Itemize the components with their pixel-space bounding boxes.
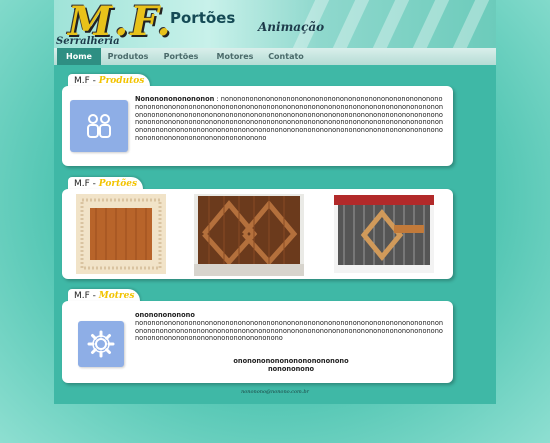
banner-animation-label: Animação (258, 20, 325, 34)
banner-title: Portões (170, 9, 236, 27)
main-nav: Home Produtos Portões Motores Contato (54, 48, 496, 65)
gear-icon (78, 321, 124, 367)
nav-contato[interactable]: Contato (268, 52, 304, 61)
footer-email[interactable]: nononono@nonono.com.br (241, 389, 309, 395)
page-container: M.F. Serralheria Portões Animação Home P… (54, 0, 496, 404)
tab-prefix: M.F (74, 76, 90, 86)
motores-center-text: onononononononononononono nonononono (233, 357, 349, 373)
motores-lead: onononononono (135, 311, 195, 319)
gate-image-3[interactable] (334, 195, 434, 273)
gate-image-2[interactable] (194, 194, 304, 276)
tab-produtos: M.F - Produtos (68, 74, 151, 88)
nav-motores[interactable]: Motores (216, 52, 254, 61)
nav-produtos[interactable]: Produtos (107, 52, 149, 61)
produtos-text: Nonononononononon : nononononononononono… (135, 95, 445, 143)
tab-title: Produtos (98, 76, 145, 86)
site-logo[interactable]: M.F. (68, 0, 173, 45)
nav-portoes[interactable]: Portões (163, 52, 199, 61)
people-icon (70, 100, 128, 152)
tab-portoes: M.F - Portões (68, 177, 144, 191)
produtos-section: Nonononononononon : nononononononononono… (62, 86, 453, 166)
portoes-section (62, 189, 453, 279)
motores-body: nononononononononononononononononononono… (135, 318, 444, 343)
tab-motores: M.F - Motres (68, 289, 141, 303)
gate-image-1[interactable] (76, 194, 166, 274)
nav-home[interactable]: Home (57, 48, 101, 65)
header-banner: M.F. Serralheria Portões Animação (54, 0, 496, 48)
produtos-lead: Nonononononononon (135, 95, 215, 103)
motores-section: onononononono nonononononononononononono… (62, 301, 453, 383)
produtos-body: : nonononononononononononononononononono… (135, 95, 444, 142)
logo-subtitle: Serralheria (56, 36, 120, 47)
motores-text: onononononono nonononononononononononono… (135, 311, 447, 343)
